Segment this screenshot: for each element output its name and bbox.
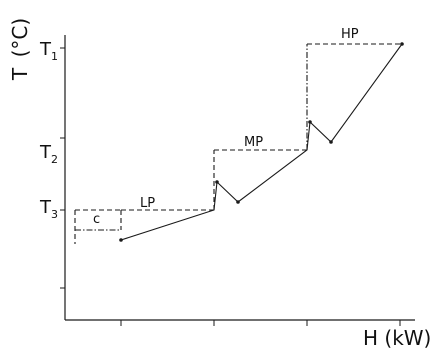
curve-point-1 — [119, 238, 123, 242]
label-t1-letter: T — [39, 39, 52, 60]
curve-point-5 — [329, 140, 333, 144]
y-axis-title: T (°C) — [8, 18, 32, 81]
curve-point-4 — [308, 120, 312, 124]
label-t2: T2 — [39, 142, 58, 166]
y-axis-title-symbol: T — [8, 67, 32, 81]
label-t3-letter: T — [39, 197, 52, 218]
label-mp: MP — [244, 135, 263, 150]
label-t1-subscript: 1 — [51, 50, 58, 63]
label-t3-subscript: 3 — [51, 208, 58, 221]
y-axis-title-unit: (°C) — [8, 18, 32, 58]
x-axis-title: H (kW) — [363, 326, 431, 350]
label-hp: HP — [341, 27, 359, 42]
curve-point-3 — [236, 200, 240, 204]
label-t3: T3 — [39, 197, 58, 221]
label-t2-subscript: 2 — [51, 153, 58, 166]
label-t1: T1 — [39, 39, 58, 63]
curve-point-6 — [400, 42, 404, 46]
label-c: c — [93, 212, 100, 227]
label-lp: LP — [140, 196, 155, 211]
curve-point-2 — [215, 180, 219, 184]
label-t2-letter: T — [39, 142, 52, 163]
